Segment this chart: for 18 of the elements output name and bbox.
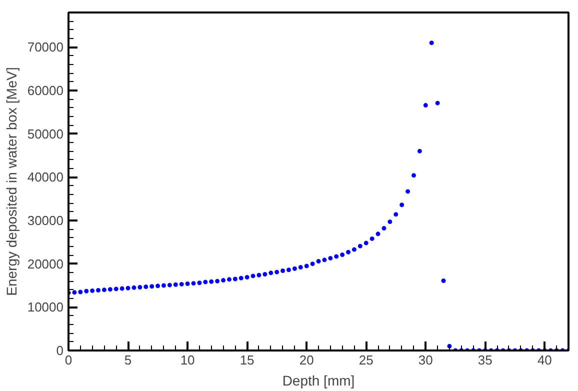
- y-tick-label: 50000: [27, 126, 64, 142]
- y-tick-label: 0: [56, 343, 64, 358]
- x-tick-label: 35: [478, 352, 492, 368]
- x-tick-label: 5: [124, 352, 132, 368]
- y-tick-label: 60000: [27, 83, 64, 98]
- x-axis-title: Depth [mm]: [282, 372, 355, 388]
- y-tick-label: 20000: [27, 256, 64, 272]
- y-tick-label: 10000: [27, 300, 64, 315]
- y-tick-label: 40000: [27, 170, 64, 185]
- y-tick-label: 30000: [27, 213, 64, 228]
- x-tick-label: 15: [240, 352, 254, 368]
- y-tick-label: 70000: [27, 40, 64, 55]
- x-tick-label: 20: [299, 352, 314, 368]
- x-tick-label: 10: [180, 352, 195, 368]
- x-tick-label: 40: [537, 352, 552, 368]
- y-axis-title: Energy deposited in water box [MeV]: [3, 67, 20, 296]
- x-tick-label: 25: [358, 352, 374, 368]
- x-tick-label: 30: [418, 352, 433, 368]
